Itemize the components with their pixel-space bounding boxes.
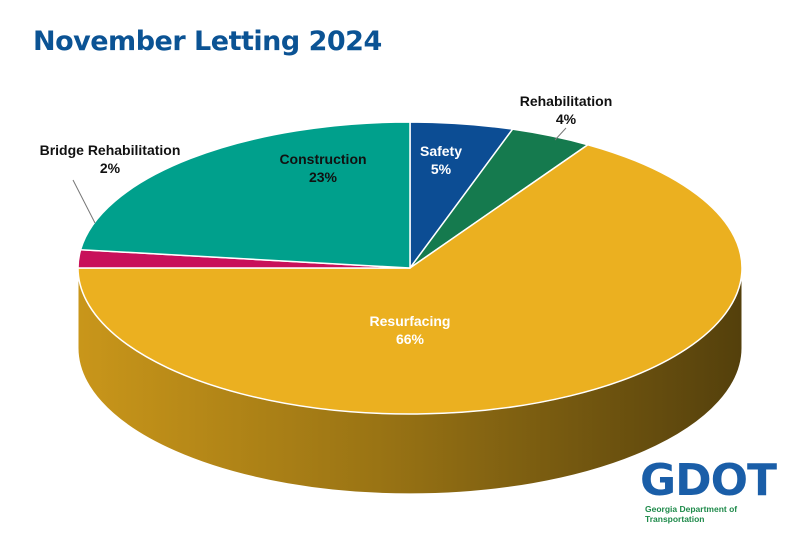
slice-label: Construction: [279, 151, 366, 167]
slice-percent: 2%: [100, 160, 121, 176]
slice-percent: 5%: [431, 161, 452, 177]
pie-slice-construction: [79, 121, 411, 269]
slice-percent: 66%: [396, 331, 425, 347]
slice-percent: 4%: [556, 111, 577, 127]
slice-label: Bridge Rehabilitation: [40, 142, 181, 158]
slice-percent: 23%: [309, 169, 338, 185]
gdot-logo: GDOT Georgia Department of Transportatio…: [640, 455, 790, 525]
leader-line-rehabilitation: [554, 127, 567, 141]
chart-title: November Letting 2024: [33, 26, 382, 57]
leader-line-bridge: [72, 179, 96, 224]
slice-label: Safety: [420, 143, 462, 159]
logo-subtitle: Georgia Department of Transportation: [645, 504, 738, 524]
slice-label: Resurfacing: [370, 313, 451, 329]
slice-label: Rehabilitation: [520, 93, 613, 109]
logo-text: GDOT: [640, 455, 777, 506]
pie-slice-resurfacing: [77, 143, 743, 415]
